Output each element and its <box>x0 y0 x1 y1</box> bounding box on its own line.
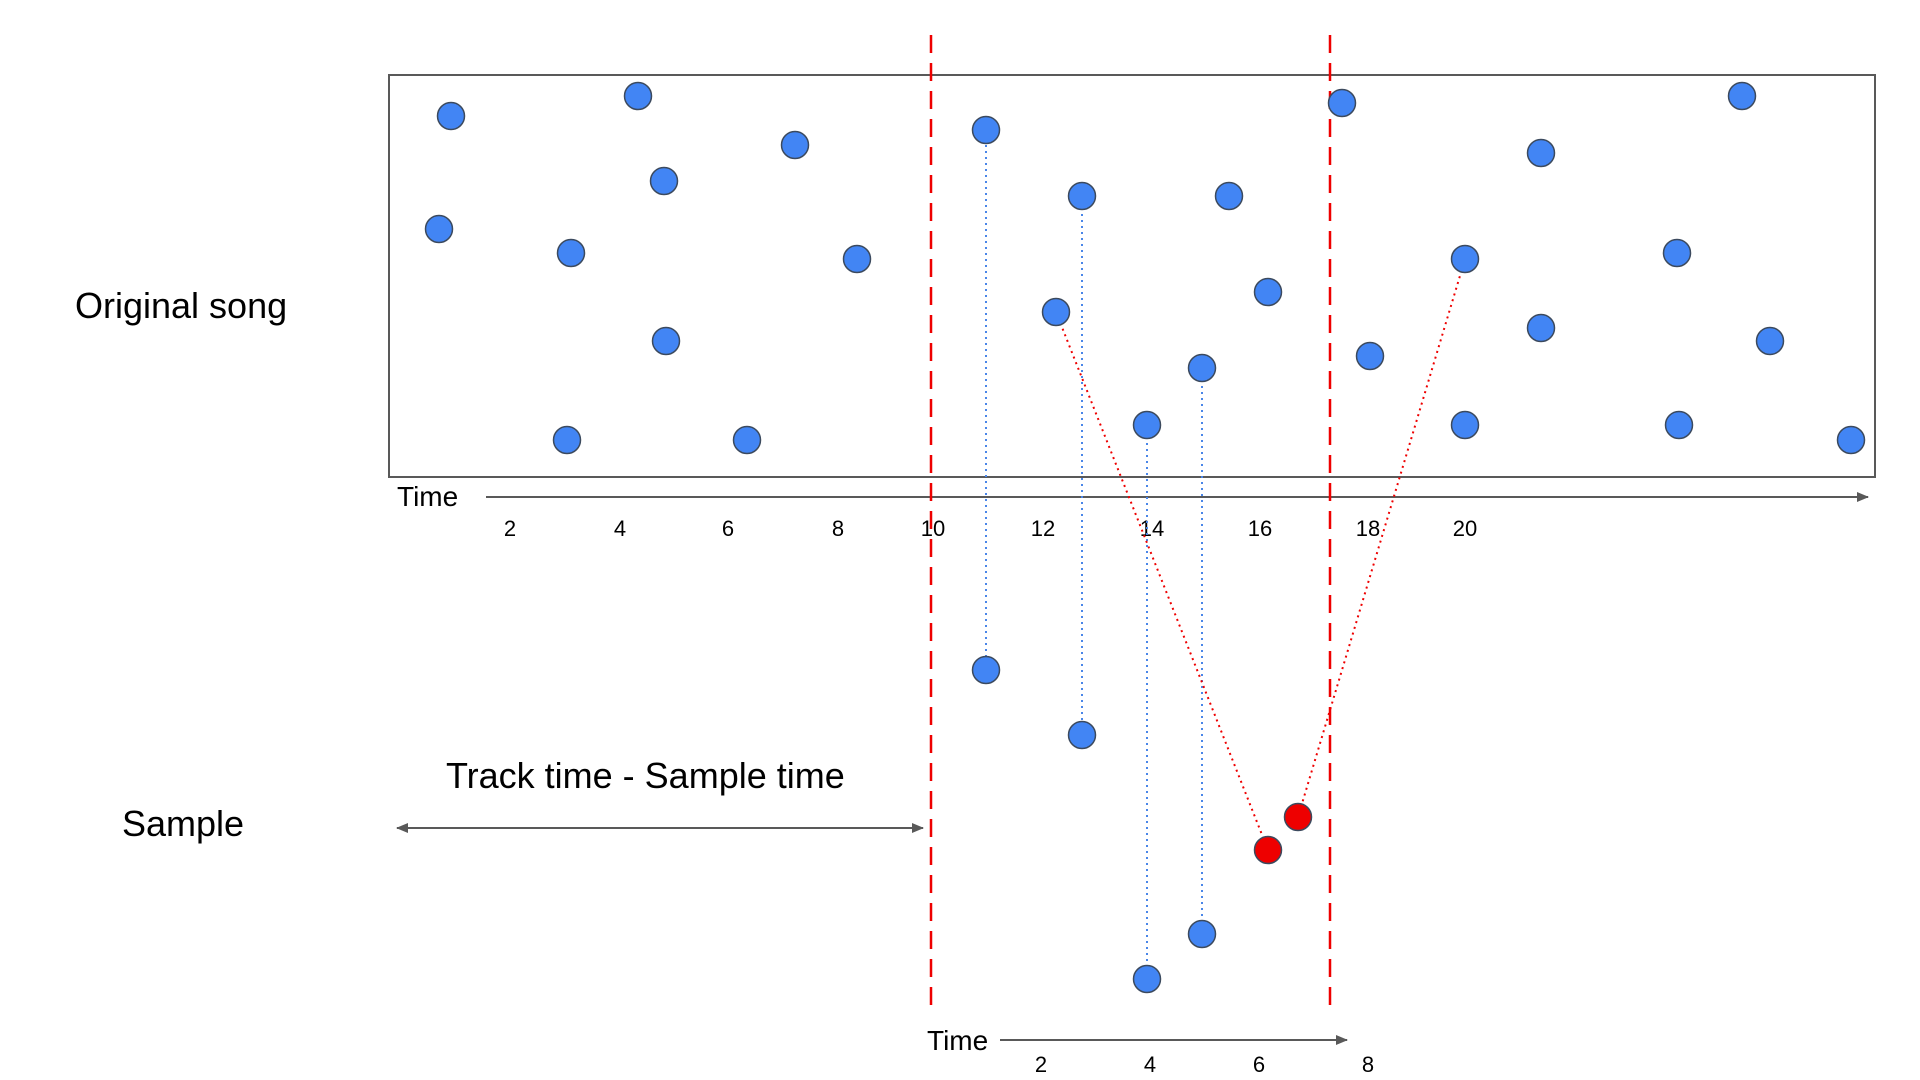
song-point <box>1450 244 1480 274</box>
sample-point <box>971 655 1001 685</box>
song-point <box>780 130 810 160</box>
song-point <box>651 326 681 356</box>
song-axis-ticks: 2 4 6 8 10 12 14 16 18 20 <box>504 516 1477 541</box>
song-point <box>1041 297 1071 327</box>
song-point <box>1526 313 1556 343</box>
song-axis-title: Time <box>397 481 458 512</box>
mismatch-line <box>1297 258 1466 818</box>
sample-mismatch-point <box>1283 802 1313 832</box>
song-point <box>1187 353 1217 383</box>
song-point <box>649 166 679 196</box>
original-song-label: Original song <box>75 285 287 326</box>
song-point <box>1836 425 1866 455</box>
sample-point <box>1132 964 1162 994</box>
song-point <box>971 115 1001 145</box>
sample-point <box>1067 720 1097 750</box>
song-tick-label: 4 <box>614 516 626 541</box>
song-point <box>556 238 586 268</box>
sample-mismatch-point <box>1253 835 1283 865</box>
match-lines <box>985 145 1203 979</box>
sample-tick-label: 4 <box>1144 1052 1156 1077</box>
song-point <box>1327 88 1357 118</box>
song-tick-label: 18 <box>1356 516 1380 541</box>
song-point <box>552 425 582 455</box>
sample-axis-ticks: 2 4 6 8 <box>1035 1052 1374 1077</box>
song-tick-label: 14 <box>1140 516 1164 541</box>
song-tick-label: 10 <box>921 516 945 541</box>
sample-point <box>1187 919 1217 949</box>
sample-axis-title: Time <box>927 1025 988 1056</box>
sample-label: Sample <box>122 803 244 844</box>
original-song-box <box>388 74 1876 478</box>
song-points <box>424 81 1866 455</box>
song-point <box>732 425 762 455</box>
song-tick-label: 20 <box>1453 516 1477 541</box>
song-point <box>1662 238 1692 268</box>
sample-tick-label: 8 <box>1362 1052 1374 1077</box>
song-tick-label: 6 <box>722 516 734 541</box>
song-tick-label: 16 <box>1248 516 1272 541</box>
song-point <box>1214 181 1244 211</box>
offset-label: Track time - Sample time <box>446 755 845 796</box>
song-point <box>1526 138 1556 168</box>
song-point <box>436 101 466 131</box>
song-point <box>1755 326 1785 356</box>
sample-tick-label: 6 <box>1253 1052 1265 1077</box>
song-point <box>1664 410 1694 440</box>
song-point <box>424 214 454 244</box>
song-point <box>1067 181 1097 211</box>
song-tick-label: 8 <box>832 516 844 541</box>
song-point <box>842 244 872 274</box>
song-tick-label: 2 <box>504 516 516 541</box>
song-point <box>1253 277 1283 307</box>
song-point <box>1727 81 1757 111</box>
sample-tick-label: 2 <box>1035 1052 1047 1077</box>
mismatch-line <box>1055 311 1269 851</box>
mismatch-lines <box>1055 258 1466 851</box>
song-point <box>623 81 653 111</box>
song-point <box>1355 341 1385 371</box>
sample-points <box>971 655 1313 994</box>
song-tick-label: 12 <box>1031 516 1055 541</box>
song-point <box>1450 410 1480 440</box>
song-point <box>1132 410 1162 440</box>
